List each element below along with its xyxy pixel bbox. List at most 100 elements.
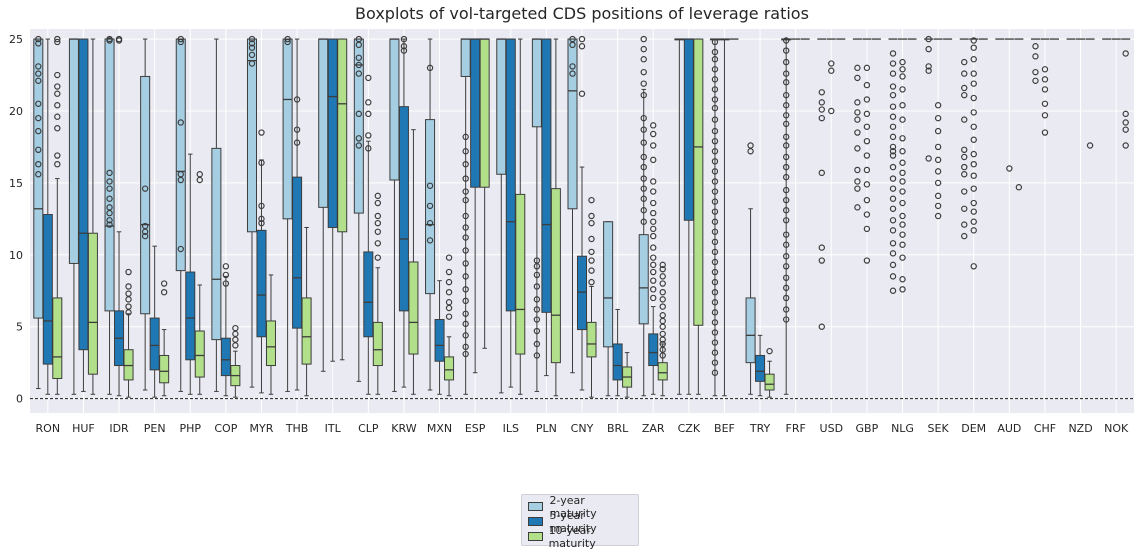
outlier-nlg-2-18 xyxy=(889,227,897,234)
x-tick-label-czk: CZK xyxy=(678,422,701,435)
outlier-zar-5-14 xyxy=(650,268,657,276)
outlier-frf-2-24 xyxy=(782,294,790,302)
y-tick-label-25: 25 xyxy=(9,33,23,46)
y-tick-label-5: 5 xyxy=(16,321,23,334)
outlier-frf-2-7 xyxy=(782,112,790,119)
x-tick-label-chf: CHF xyxy=(1034,422,1056,435)
outlier-nlg-2-22 xyxy=(889,273,897,280)
outlier-bef-2-29 xyxy=(711,329,719,336)
outlier-nlg-2-4 xyxy=(889,91,897,99)
outlier-ron-2-1 xyxy=(35,40,42,47)
outlier-idr-2-2 xyxy=(106,169,113,177)
box-esp-10 xyxy=(479,38,490,188)
outlier-mxn-10-6 xyxy=(445,313,453,320)
outlier-dem-5-3 xyxy=(970,70,977,77)
box-cop-2 xyxy=(211,147,222,341)
outlier-clp-10-0 xyxy=(374,192,382,200)
outlier-bef-2-10 xyxy=(711,137,719,145)
outlier-mxn-2-2 xyxy=(426,202,434,210)
outlier-bef-2-22 xyxy=(711,258,719,266)
outlier-frf-2-2 xyxy=(782,58,790,66)
outlier-clp-5-2 xyxy=(365,110,372,118)
outlier-gbp-2-8 xyxy=(854,178,861,185)
outlier-idr-10-5 xyxy=(125,309,132,316)
outlier-zar-2-2 xyxy=(640,56,647,63)
outlier-esp-2-11 xyxy=(462,273,469,280)
outlier-zar-2-5 xyxy=(640,91,647,99)
outlier-esp-2-12 xyxy=(462,286,469,293)
x-tick-label-zar: ZAR xyxy=(642,422,665,435)
outlier-clp-10-2 xyxy=(374,212,382,220)
box-pen-2 xyxy=(140,75,151,315)
outlier-frf-2-5 xyxy=(782,91,790,99)
outlier-bef-2-7 xyxy=(711,104,719,112)
outlier-idr-2-7 xyxy=(106,209,113,217)
box-krw-5 xyxy=(398,106,409,312)
outlier-zar-5-12 xyxy=(650,254,657,261)
outlier-try-10-0 xyxy=(766,347,773,355)
outlier-ron-10-8 xyxy=(54,152,61,159)
outlier-cny-2-2 xyxy=(569,63,576,70)
outlier-usd-5-0 xyxy=(828,60,835,67)
outlier-nok-10-1 xyxy=(1122,110,1129,118)
outlier-pen-2-2 xyxy=(141,228,149,235)
outlier-frf-2-20 xyxy=(782,253,790,260)
outlier-frf-2-16 xyxy=(782,207,790,214)
outlier-clp-5-0 xyxy=(365,74,372,82)
outlier-cop-5-1 xyxy=(222,271,230,279)
outlier-dem-2-0 xyxy=(961,58,968,66)
outlier-myr-5-4 xyxy=(258,219,265,227)
outlier-bef-2-18 xyxy=(711,218,719,225)
x-tick-label-nok: NOK xyxy=(1104,422,1129,435)
box-myr-10 xyxy=(265,320,276,367)
outlier-mxn-2-4 xyxy=(426,237,434,244)
outlier-zar-10-3 xyxy=(659,280,666,287)
box-clp-10 xyxy=(372,321,383,367)
outlier-gbp-2-4 xyxy=(854,116,861,123)
outlier-php-2-5 xyxy=(177,245,184,253)
x-tick-label-krw: KRW xyxy=(391,422,416,435)
outlier-esp-2-2 xyxy=(462,160,469,168)
outlier-dem-2-4 xyxy=(961,116,968,123)
outlier-frf-2-17 xyxy=(782,217,790,224)
outlier-esp-2-7 xyxy=(462,224,469,231)
outlier-bef-2-9 xyxy=(711,127,719,135)
outlier-nlg-5-18 xyxy=(899,276,906,283)
outlier-esp-2-13 xyxy=(462,297,469,305)
outlier-chf-2-3 xyxy=(1032,77,1039,84)
outlier-clp-2-3 xyxy=(355,61,363,69)
outlier-zar-5-2 xyxy=(650,142,657,149)
outlier-ron-2-5 xyxy=(35,100,42,107)
outlier-sek-5-3 xyxy=(934,143,942,151)
outlier-clp-2-7 xyxy=(355,142,363,149)
outlier-nlg-5-3 xyxy=(899,86,906,93)
outlier-frf-2-1 xyxy=(782,47,790,54)
box-brl-2 xyxy=(603,221,614,348)
outlier-idr-5-1 xyxy=(115,37,123,44)
outlier-chf-5-5 xyxy=(1041,129,1049,136)
outlier-frf-2-14 xyxy=(782,186,790,194)
outlier-thb-5-2 xyxy=(293,139,301,146)
box-esp-5 xyxy=(470,38,481,188)
x-tick-label-cny: CNY xyxy=(571,422,594,435)
outlier-idr-10-1 xyxy=(125,283,132,290)
outlier-zar-5-11 xyxy=(650,244,657,251)
legend-entry-2y: 2-year maturity xyxy=(528,494,632,520)
outlier-cny-10-1 xyxy=(588,212,595,220)
outlier-php-2-1 xyxy=(177,38,184,46)
outlier-dem-5-16 xyxy=(970,227,977,234)
outlier-mxn-10-0 xyxy=(445,254,453,261)
outlier-pln-2-5 xyxy=(533,306,541,313)
outlier-zar-5-16 xyxy=(650,286,657,293)
outlier-usd-2-4 xyxy=(818,169,825,177)
outlier-pln-2-1 xyxy=(533,263,541,270)
outlier-sek-5-7 xyxy=(934,192,942,200)
outlier-nlg-2-17 xyxy=(889,217,897,224)
outlier-bef-2-16 xyxy=(711,198,719,205)
outlier-gbp-2-10 xyxy=(854,204,861,211)
outlier-chf-2-1 xyxy=(1032,53,1039,60)
box-php-10 xyxy=(194,330,205,378)
outlier-frf-2-22 xyxy=(782,274,790,282)
outlier-clp-10-6 xyxy=(374,254,382,261)
outlier-bef-2-25 xyxy=(711,288,719,296)
